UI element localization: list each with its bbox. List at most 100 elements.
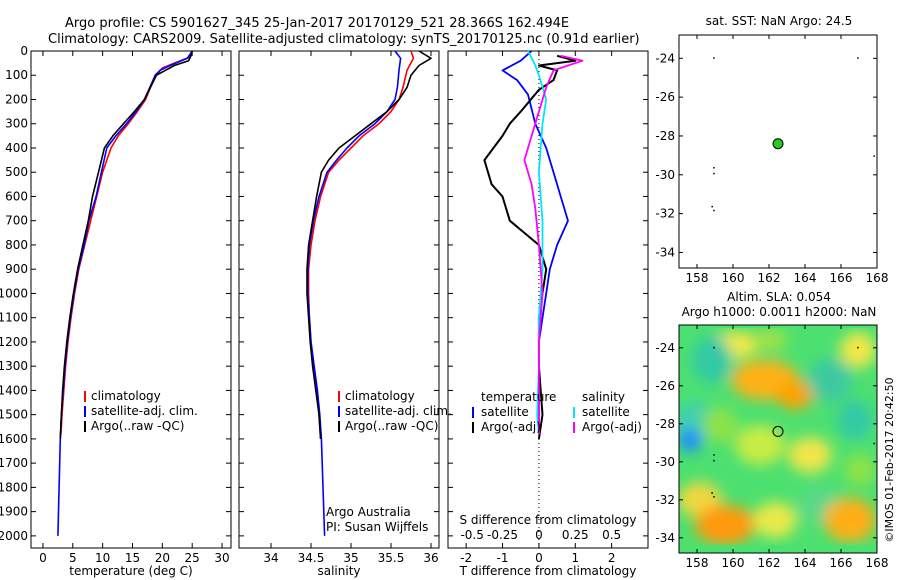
x-tick-label: 35.5: [378, 551, 405, 565]
x-tick-label: 36: [423, 551, 438, 565]
y-tick-label: 1800: [0, 480, 28, 494]
x-tick-label: 160: [722, 271, 745, 285]
coast-fragment: [713, 172, 715, 175]
sla-heatmap: [679, 325, 877, 553]
y-tick-label: -34: [655, 245, 675, 259]
sst-map-title: sat. SST: NaN Argo: 24.5: [706, 14, 853, 28]
y-tick-label: 1300: [0, 359, 28, 373]
y-tick-label: -30: [655, 455, 675, 469]
coast-fragment: [873, 442, 875, 445]
credit-org: Argo Australia: [326, 505, 411, 519]
coast-fragment: [713, 209, 715, 212]
float-marker: [772, 138, 784, 150]
x-tick-label: -2: [460, 551, 472, 565]
series-line-2: [306, 50, 432, 439]
x-tick-label: 164: [794, 271, 817, 285]
x-tick-label: 1: [571, 551, 579, 565]
difference-xlabel: T difference from climatology: [459, 564, 637, 578]
coast-fragment: [713, 459, 715, 462]
float-marker: [772, 425, 784, 437]
coast-fragment: [857, 346, 859, 349]
y-tick-label: 300: [5, 117, 28, 131]
legend-label: satellite-adj. clim.: [345, 404, 452, 418]
y-tick-label: -24: [655, 341, 675, 355]
x-tick-label: 25: [185, 551, 200, 565]
temperature-panel: 0 5 10 15 20 25 300100200300400500600700800900…: [0, 44, 232, 578]
series-line-2: [59, 50, 193, 439]
x-tick-label: 20: [155, 551, 170, 565]
coast-fragment: [713, 454, 715, 456]
y-tick-label: -32: [655, 207, 675, 221]
y-tick-label: 1200: [0, 335, 28, 349]
figure-title-line1: Argo profile: CS 5901627_345 25-Jan-2017…: [65, 16, 569, 31]
y-tick-label: 800: [5, 238, 28, 252]
coast-fragment: [857, 57, 859, 59]
credit-pi: PI: Susan Wijffels: [326, 520, 428, 534]
sst-map-panel: sat. SST: NaN Argo: 24.5 158 160 162 164 166…: [655, 14, 888, 285]
legend-label: satellite-adj. clim.: [91, 404, 198, 418]
y-tick-label: 200: [5, 92, 28, 106]
diff-series-line-0: [501, 50, 569, 435]
salinity-panel: 34 34.5 35 35.5 36 salinity climatologysatel…: [238, 50, 452, 578]
x-tick-label-s: -0.5: [460, 528, 483, 542]
x-tick-label: 2: [608, 551, 616, 565]
sla-map-subtitle: Argo h1000: 0.0011 h2000: NaN: [682, 305, 877, 319]
x-tick-label: 160: [722, 556, 745, 570]
series-line-1: [57, 50, 193, 536]
imos-stamp: ©IMOS 01-Feb-2017 20:42:50: [883, 377, 896, 542]
legend-label: Argo(-adj): [481, 420, 541, 434]
y-tick-label: -32: [655, 493, 675, 507]
y-tick-label: 1500: [0, 408, 28, 422]
diff-series-line-3: [523, 54, 584, 435]
coast-fragment: [873, 155, 875, 157]
salinity-xlabel: salinity: [317, 564, 360, 578]
x-tick-label: 10: [95, 551, 110, 565]
x-tick-label: 166: [830, 271, 853, 285]
legend-label: satellite: [481, 405, 529, 419]
y-tick-label: 1700: [0, 456, 28, 470]
sla-map-panel: Altim. SLA: 0.054 Argo h1000: 0.0011 h20…: [655, 290, 896, 570]
coast-fragment: [713, 346, 715, 349]
x-tick-label-s: -0.25: [487, 528, 518, 542]
x-tick-label: 30: [214, 551, 229, 565]
y-tick-label: 2000: [0, 529, 28, 543]
x-tick-label: 158: [686, 556, 709, 570]
x-tick-label-s: 0.5: [602, 528, 621, 542]
y-tick-label: -26: [655, 90, 675, 104]
x-tick-label: 162: [758, 556, 781, 570]
x-tick-label: 168: [866, 271, 889, 285]
coast-fragment: [713, 167, 715, 169]
x-tick-label: 0: [39, 551, 47, 565]
x-tick-label: 162: [758, 271, 781, 285]
x-tick-label: 15: [125, 551, 140, 565]
legend-label: climatology: [91, 389, 161, 403]
y-tick-label: 900: [5, 262, 28, 276]
series-line-0: [307, 50, 415, 439]
y-tick-label: 1000: [0, 286, 28, 300]
y-tick-label: -24: [655, 51, 675, 65]
legend-label: Argo(..raw -QC): [345, 419, 438, 433]
coast-fragment: [711, 492, 713, 494]
y-tick-label: -26: [655, 379, 675, 393]
y-tick-label: 600: [5, 189, 28, 203]
legend-title-salinity: salinity: [582, 390, 625, 404]
y-tick-label: -30: [655, 168, 675, 182]
x-tick-label: 0: [535, 551, 543, 565]
legend-label: satellite: [582, 405, 630, 419]
x-tick-label: -1: [497, 551, 509, 565]
y-tick-label: 500: [5, 165, 28, 179]
x-tick-label: 158: [686, 271, 709, 285]
series-line-1: [306, 50, 402, 536]
legend-label: Argo(-adj): [582, 420, 642, 434]
sla-map-title: Altim. SLA: 0.054: [727, 290, 831, 304]
y-tick-label: 700: [5, 214, 28, 228]
legend-label: climatology: [345, 389, 415, 403]
y-tick-label: -28: [655, 417, 675, 431]
x-tick-label: 35: [343, 551, 358, 565]
difference-panel: -2 -1 0 1 2 -0.5 -0.25 0 0.25 0.5 S difference fr…: [447, 50, 649, 578]
y-tick-label: 1600: [0, 432, 28, 446]
x-tick-label: 5: [69, 551, 77, 565]
x-tick-label-s: 0: [535, 528, 543, 542]
x-tick-label: 164: [794, 556, 817, 570]
legend-label: Argo(..raw -QC): [91, 419, 184, 433]
